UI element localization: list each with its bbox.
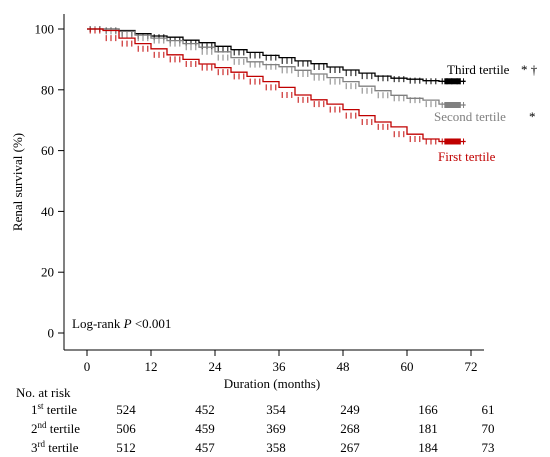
risk-cell: 459 — [195, 421, 215, 436]
y-tick-label: 0 — [48, 326, 55, 341]
risk-table-title: No. at risk — [16, 385, 71, 400]
risk-cell: 452 — [195, 402, 215, 417]
y-tick-label: 100 — [35, 22, 55, 37]
y-tick-label: 20 — [41, 265, 54, 280]
significance-marker: * † — [521, 62, 538, 77]
risk-cell: 166 — [418, 402, 438, 417]
risk-cell: 61 — [482, 402, 495, 417]
risk-cell: 267 — [340, 440, 360, 455]
y-tick-label: 40 — [41, 204, 54, 219]
x-tick-label: 48 — [337, 359, 350, 374]
risk-cell: 524 — [116, 402, 136, 417]
risk-row-label: 1st tertile — [31, 401, 77, 417]
risk-cell: 369 — [266, 421, 286, 436]
risk-cell: 457 — [195, 440, 215, 455]
risk-cell: 184 — [418, 440, 438, 455]
significance-marker: * — [529, 109, 536, 124]
risk-cell: 249 — [340, 402, 360, 417]
risk-cell: 512 — [116, 440, 136, 455]
censor-block — [444, 102, 461, 108]
series-label: First tertile — [438, 149, 496, 164]
risk-cell: 70 — [482, 421, 495, 436]
risk-row-label: 3rd tertile — [31, 439, 79, 455]
risk-cell: 354 — [266, 402, 286, 417]
series-label: Second tertile — [434, 109, 506, 124]
series-line-1 — [87, 28, 466, 82]
x-tick-label: 0 — [84, 359, 91, 374]
y-axis-label: Renal survival (%) — [10, 133, 25, 231]
x-tick-label: 60 — [401, 359, 414, 374]
x-tick-label: 24 — [209, 359, 223, 374]
y-tick-label: 60 — [41, 143, 54, 158]
risk-row-label: 2nd tertile — [31, 420, 80, 436]
series-layer: Third tertile * † Second tertile * First ter… — [87, 26, 538, 164]
censor-block — [444, 138, 461, 145]
series-label: Third tertile — [447, 62, 510, 77]
risk-cell: 358 — [266, 440, 286, 455]
series-line-2 — [87, 28, 466, 106]
x-tick-label: 72 — [465, 359, 478, 374]
risk-cell: 506 — [116, 421, 136, 436]
x-tick-label: 36 — [273, 359, 287, 374]
censor-block — [444, 78, 461, 85]
labels: Renal survival (%) Duration (months) No.… — [10, 133, 320, 400]
y-tick-label: 80 — [41, 82, 54, 97]
risk-cell: 73 — [482, 440, 495, 455]
axes: 0 20 40 60 80 100 0 12 24 36 48 60 72 — [35, 14, 484, 374]
x-axis-label: Duration (months) — [224, 376, 320, 391]
series-line-3 — [87, 28, 466, 143]
risk-cell: 268 — [340, 421, 360, 436]
x-tick-label: 12 — [145, 359, 158, 374]
log-rank-annotation: Log-rank P <0.001 — [72, 316, 171, 331]
risk-table: 1st tertile 524 452 354 249 166 61 2nd tertile 5… — [31, 401, 495, 455]
risk-cell: 181 — [418, 421, 438, 436]
